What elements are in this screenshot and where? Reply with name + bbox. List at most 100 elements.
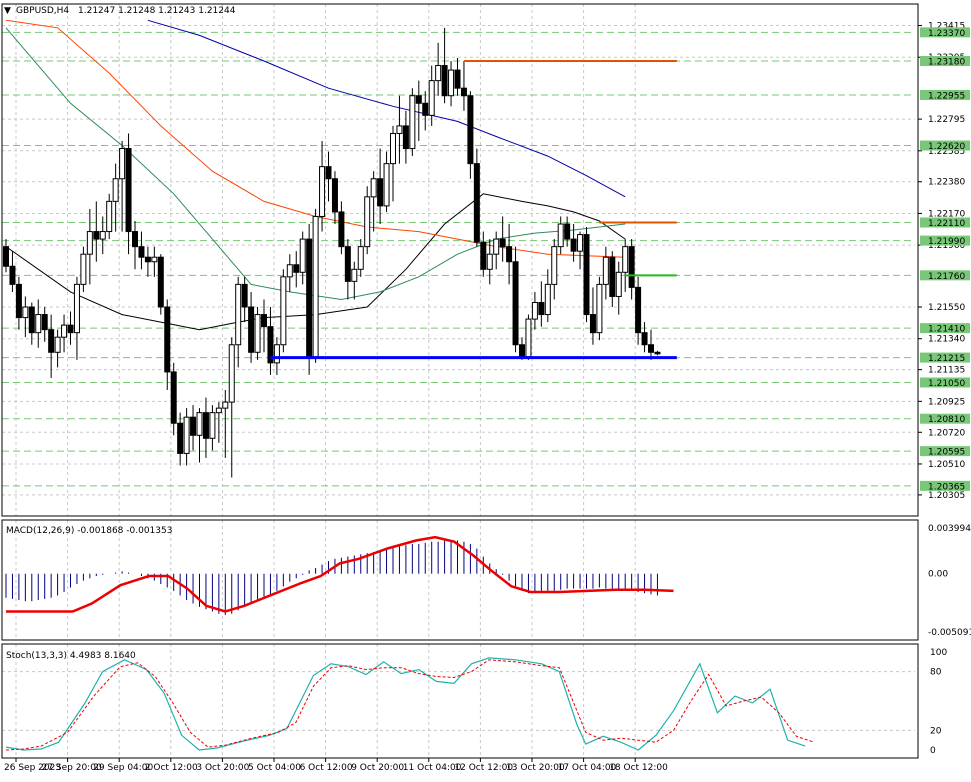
candle-body (144, 256, 151, 263)
level-label: 1.21760 (928, 272, 965, 282)
candle-body (622, 246, 629, 273)
candle-body (22, 306, 29, 319)
candle-body (286, 264, 293, 278)
stoch-tick-label: 20 (930, 726, 942, 736)
panel-frames (1, 3, 919, 759)
candle-body (209, 412, 216, 439)
time-label: 26 Sep 2023 (4, 763, 61, 773)
candle-body (73, 283, 80, 334)
candle-body (448, 69, 455, 97)
candle-body (254, 314, 261, 353)
candle-body (454, 69, 461, 89)
level-label: 1.21990 (928, 237, 965, 247)
time-label: 11 Oct 04:00 (403, 763, 462, 773)
candle-body (157, 256, 164, 308)
level-label-box (920, 270, 970, 281)
candle-body (312, 215, 319, 358)
level-label-box (920, 377, 970, 388)
candle-body (151, 256, 158, 263)
candle-body (319, 166, 326, 217)
candle-body (241, 283, 248, 308)
level-label-box (920, 413, 970, 424)
candle-body (67, 324, 74, 334)
level-label: 1.21215 (928, 354, 965, 364)
macd-panel (5, 535, 674, 615)
time-label: 2 Oct 12:00 (145, 763, 198, 773)
candle-body (138, 246, 145, 258)
candle-body (280, 276, 287, 346)
header-arrow-icon[interactable]: ▼ (4, 6, 11, 16)
candle-body (654, 351, 661, 355)
candle-body (28, 306, 35, 334)
level-label-box (920, 56, 970, 67)
price-axis: 1.234151.232051.227951.225851.223801.221… (918, 22, 971, 756)
level-label-box (920, 480, 970, 491)
candle-body (132, 231, 138, 248)
candle-body (248, 306, 255, 353)
candle-body (615, 271, 622, 297)
candle-body (202, 412, 209, 439)
candle-body (177, 422, 184, 454)
macd-tick-label: -0.005091 (928, 628, 971, 638)
level-label: 1.20810 (928, 415, 965, 425)
candle-body (564, 223, 571, 240)
grid-lines (2, 4, 915, 758)
candle-body (3, 246, 9, 267)
panel-frame (1, 3, 919, 517)
candle-body (80, 253, 87, 285)
price-tick-label: 1.21135 (928, 366, 965, 376)
candle-body (125, 148, 132, 233)
candle-body (390, 132, 396, 165)
candle-body (344, 246, 351, 282)
time-label: 5 Oct 04:00 (248, 763, 301, 773)
stoch-main-line (5, 657, 806, 751)
price-tick-label: 1.21550 (928, 303, 965, 313)
candle-body (351, 268, 358, 282)
level-label: 1.23180 (928, 58, 965, 68)
price-tick-label: 1.22795 (928, 115, 965, 125)
candle-body (215, 407, 222, 414)
price-tick-label: 1.21960 (928, 241, 965, 251)
stochastic-panel (2, 657, 915, 751)
candle-body (112, 178, 119, 202)
time-label: 17 Oct 04:00 (558, 763, 617, 773)
candle-body (435, 65, 442, 82)
candle-body (357, 246, 364, 270)
level-label-box (920, 352, 970, 363)
candle-body (589, 314, 596, 334)
candle-body (641, 332, 648, 346)
candle-body (190, 416, 197, 436)
price-tick-label: 1.22585 (928, 147, 965, 157)
macd-tick-label: 0.00 (928, 570, 948, 580)
candle-body (499, 238, 506, 248)
level-label-box (920, 235, 970, 246)
candle-body (538, 301, 545, 316)
level-label: 1.20595 (928, 448, 965, 458)
level-label-box (920, 27, 970, 38)
candle-body (486, 253, 493, 270)
macd-tick-label: 0.003994 (928, 524, 971, 534)
stoch-signal-line (5, 659, 815, 751)
level-label: 1.22110 (928, 219, 965, 229)
candle-body (506, 246, 513, 263)
candle-body (570, 238, 577, 252)
candle-body (196, 412, 203, 436)
candle-body (325, 166, 332, 180)
stoch-title: Stoch(13,3,3) 4.4983 8.1640 (6, 651, 136, 661)
candle-body (261, 314, 267, 328)
candle-body (460, 87, 467, 97)
candle-body (519, 344, 525, 358)
level-label-box (920, 140, 970, 151)
candle-body (648, 344, 654, 353)
candle-body (370, 178, 377, 198)
macd-title: MACD(12,26,9) -0.001868 -0.001353 (6, 526, 172, 536)
candle-body (602, 256, 609, 285)
price-tick-label: 1.21340 (928, 335, 965, 345)
candle-body (512, 261, 519, 346)
level-label-box (920, 217, 970, 228)
stoch-tick-label: 0 (930, 746, 936, 756)
price-tick-label: 1.23415 (928, 22, 965, 32)
price-tick-label: 1.22170 (928, 209, 965, 219)
candle-body (396, 125, 403, 134)
